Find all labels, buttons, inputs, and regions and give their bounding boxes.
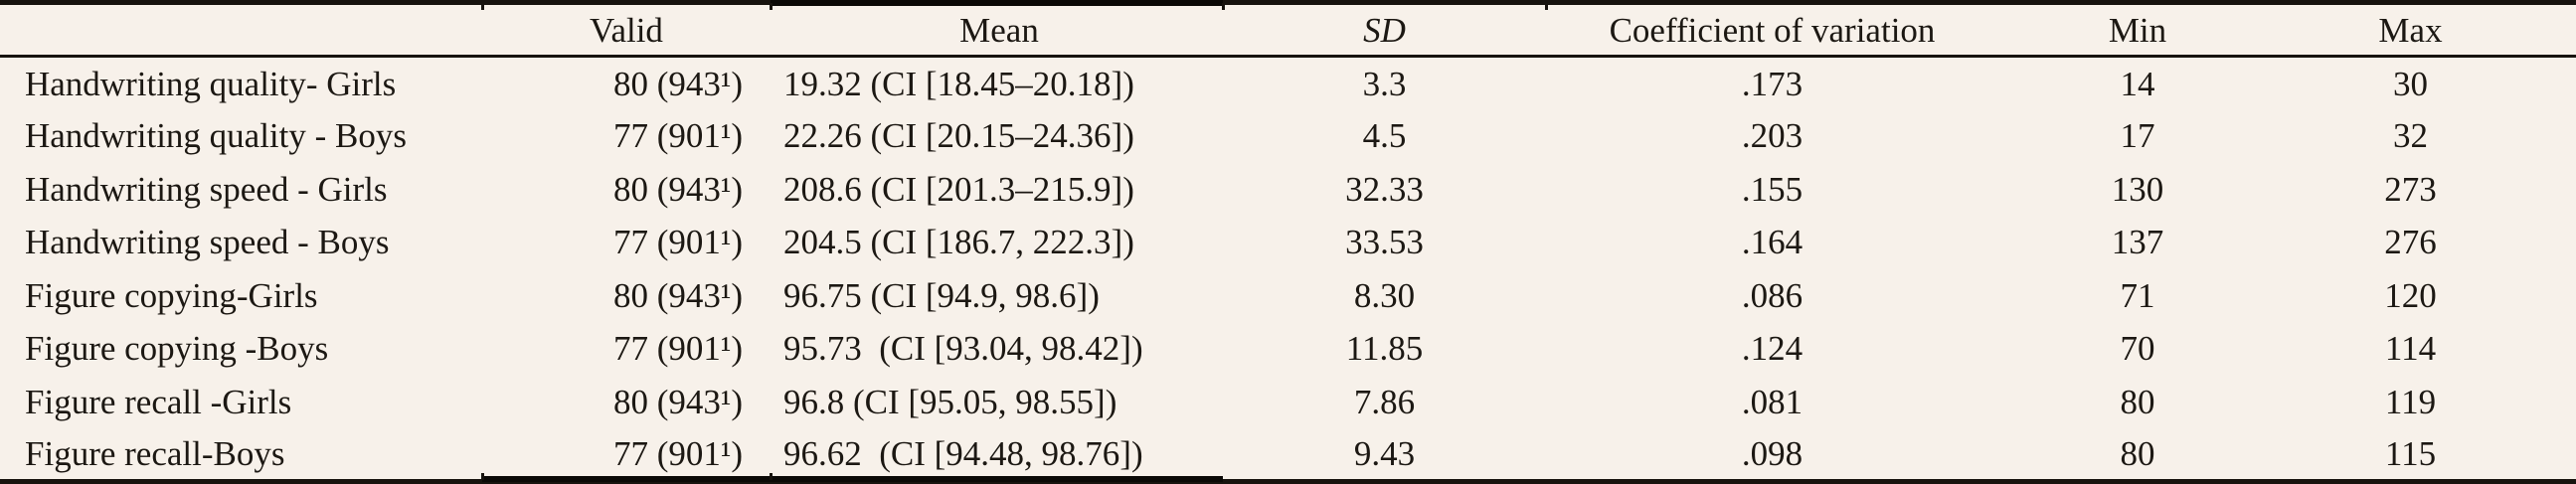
valid-cell: 77 (901¹) xyxy=(612,223,743,262)
valid-cell: 80 (943¹) xyxy=(612,382,743,421)
max-cell: 119 xyxy=(2384,382,2437,421)
coefficient-of-variation-cell: .124 xyxy=(1741,329,1803,369)
sd-cell: 33.53 xyxy=(1345,223,1424,262)
valid-cell: 77 (901¹) xyxy=(477,428,775,484)
min-cell: 137 xyxy=(2111,223,2164,262)
mean-cell: 22.26 (CI [20.15–24.36]) xyxy=(783,116,1134,156)
top-rule-segment xyxy=(771,0,1223,6)
table-row: Handwriting speed - Girls 80 (943¹) 208.… xyxy=(0,163,2576,217)
row-label: Figure recall-Boys xyxy=(0,428,477,484)
max-cell: 115 xyxy=(2277,428,2576,484)
column-divider-tick xyxy=(1545,3,1548,10)
row-label: Figure copying-Girls xyxy=(25,275,318,315)
column-header-valid: Valid xyxy=(477,0,775,58)
valid-cell: 80 (943¹) xyxy=(612,275,743,315)
column-header-mean: Mean xyxy=(775,0,1223,58)
sd-cell: 9.43 xyxy=(1223,428,1546,484)
column-header-label xyxy=(0,0,477,58)
mean-cell: 204.5 (CI [186.7, 222.3]) xyxy=(783,223,1134,262)
table-header-row: Valid Mean SD Coefficient of variation M… xyxy=(0,0,2576,58)
min-cell: 130 xyxy=(2111,169,2164,209)
coefficient-of-variation-cell: .203 xyxy=(1741,116,1803,156)
valid-cell: 77 (901¹) xyxy=(612,329,743,369)
max-cell: 32 xyxy=(2393,116,2428,156)
sd-cell: 3.3 xyxy=(1362,64,1407,103)
column-divider-tick xyxy=(770,3,773,10)
max-cell: 120 xyxy=(2384,275,2437,315)
column-header-max: Max xyxy=(2277,0,2576,58)
sd-cell: 4.5 xyxy=(1362,116,1407,156)
table-row: Figure recall -Girls 80 (943¹) 96.8 (CI … xyxy=(0,376,2576,429)
table-row: Figure recall-Boys 77 (901¹) 96.62 (CI [… xyxy=(0,428,2576,484)
row-label: Handwriting speed - Girls xyxy=(25,169,388,209)
coefficient-of-variation-cell: .173 xyxy=(1741,64,1803,103)
table-row: Handwriting quality- Girls 80 (943¹) 19.… xyxy=(0,57,2576,110)
coefficient-of-variation-cell: .155 xyxy=(1741,169,1803,209)
valid-cell: 80 (943¹) xyxy=(612,64,743,103)
column-divider-tick xyxy=(1222,3,1225,10)
coefficient-of-variation-cell: .081 xyxy=(1741,382,1803,421)
coefficient-of-variation-cell: .098 xyxy=(1546,428,1998,484)
table-row: Handwriting quality - Boys 77 (901¹) 22.… xyxy=(0,109,2576,163)
sd-cell: 7.86 xyxy=(1353,382,1416,421)
table-row: Handwriting speed - Boys 77 (901¹) 204.5… xyxy=(0,216,2576,269)
row-label: Figure copying -Boys xyxy=(25,329,329,369)
min-cell: 80 xyxy=(1998,428,2277,484)
max-cell: 276 xyxy=(2384,223,2437,262)
valid-cell: 77 (901¹) xyxy=(612,116,743,156)
column-header-sd: SD xyxy=(1223,0,1546,58)
bottom-rule-segment xyxy=(482,476,1223,482)
row-label: Figure recall -Girls xyxy=(25,382,292,421)
mean-cell: 96.62 (CI [94.48, 98.76]) xyxy=(775,428,1223,484)
sd-cell: 32.33 xyxy=(1345,169,1424,209)
max-cell: 114 xyxy=(2384,329,2437,369)
mean-cell: 19.32 (CI [18.45–20.18]) xyxy=(783,64,1134,103)
coefficient-of-variation-cell: .086 xyxy=(1741,275,1803,315)
mean-cell: 96.75 (CI [94.9, 98.6]) xyxy=(783,275,1100,315)
min-cell: 70 xyxy=(2120,329,2155,369)
row-label: Handwriting speed - Boys xyxy=(25,223,390,262)
sd-cell: 8.30 xyxy=(1353,275,1416,315)
min-cell: 71 xyxy=(2120,275,2155,315)
column-divider-tick xyxy=(770,473,773,480)
column-header-coefficient-of-variation: Coefficient of variation xyxy=(1546,0,1998,58)
coefficient-of-variation-cell: .164 xyxy=(1741,223,1803,262)
row-label: Handwriting quality - Boys xyxy=(25,116,407,156)
mean-cell: 95.73 (CI [93.04, 98.42]) xyxy=(783,329,1143,369)
mean-cell: 96.8 (CI [95.05, 98.55]) xyxy=(783,382,1117,421)
column-divider-tick xyxy=(481,473,484,480)
min-cell: 80 xyxy=(2120,382,2155,421)
valid-cell: 80 (943¹) xyxy=(612,169,743,209)
table-row: Figure copying -Boys 77 (901¹) 95.73 (CI… xyxy=(0,322,2576,376)
table-row: Figure copying-Girls 80 (943¹) 96.75 (CI… xyxy=(0,269,2576,323)
sd-cell: 11.85 xyxy=(1345,329,1424,369)
column-divider-tick xyxy=(481,3,484,10)
column-header-min: Min xyxy=(1998,0,2277,58)
min-cell: 17 xyxy=(2120,116,2155,156)
max-cell: 30 xyxy=(2393,64,2428,103)
min-cell: 14 xyxy=(2120,64,2155,103)
row-label: Handwriting quality- Girls xyxy=(25,64,397,103)
mean-cell: 208.6 (CI [201.3–215.9]) xyxy=(783,169,1134,209)
max-cell: 273 xyxy=(2384,169,2437,209)
